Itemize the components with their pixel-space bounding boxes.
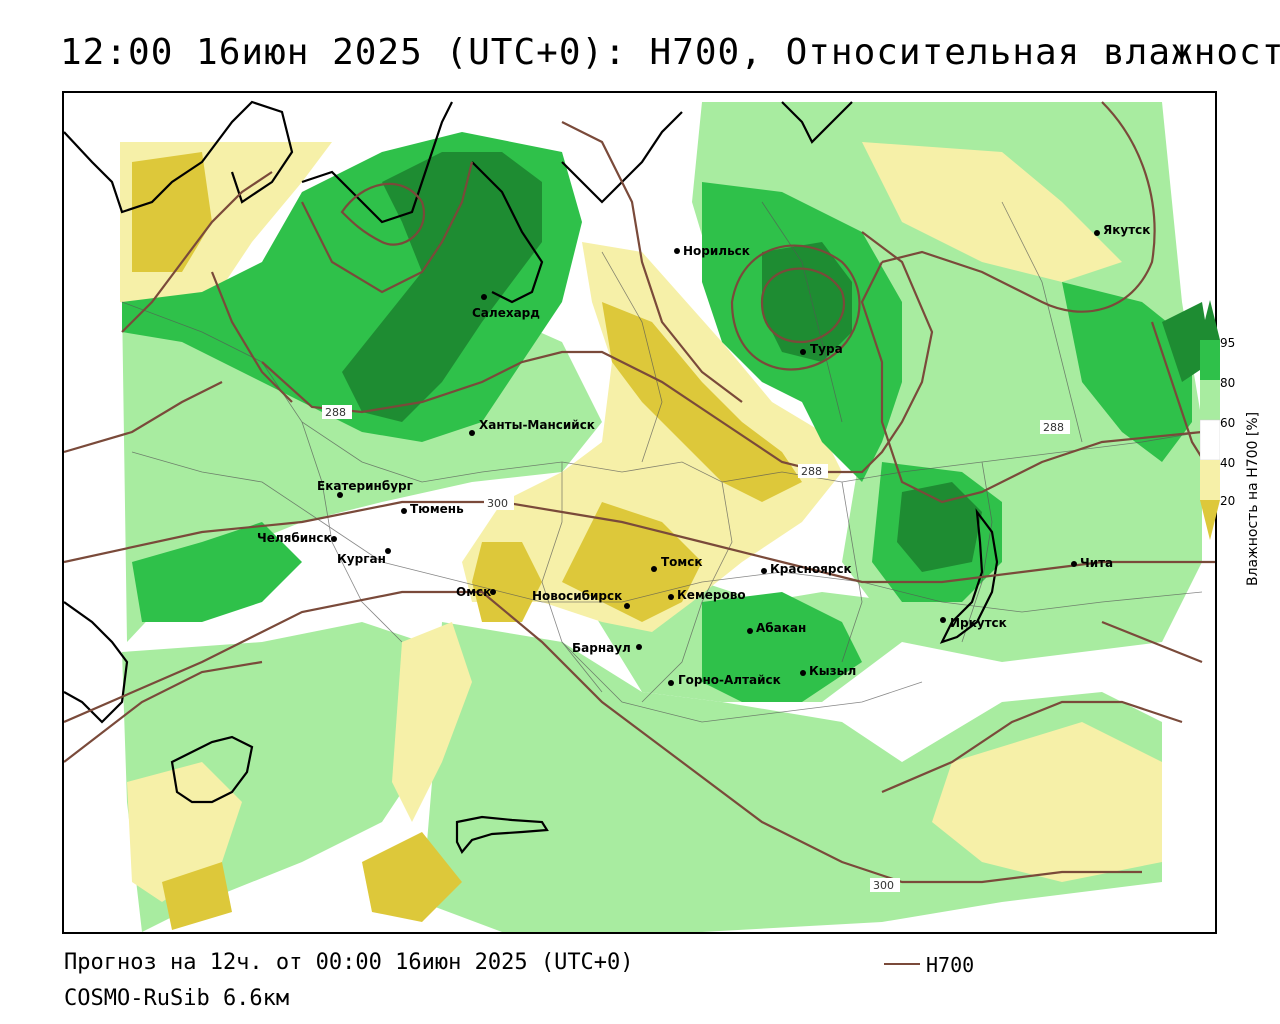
city-label-chita: Чита [1080, 556, 1113, 570]
contour-label: 300 [487, 497, 508, 510]
city-label-tura: Тура [810, 342, 843, 356]
h700-contours [64, 101, 1215, 884]
city-label-omsk: Омск [456, 585, 491, 599]
city-label-kyzyl: Кызыл [809, 664, 856, 678]
contour-legend-line [884, 963, 920, 965]
contour-label: 288 [325, 406, 346, 419]
region-boundaries [121, 201, 1203, 723]
city-label-barnaul: Барнаул [572, 641, 631, 655]
contour-legend-label: H700 [926, 953, 975, 977]
colorbar-tick: 95 [1220, 336, 1236, 350]
contour-label: 288 [1043, 421, 1064, 434]
forecast-info: Прогноз на 12ч. от 00:00 16июн 2025 (UTC… [64, 950, 634, 975]
city-label-tomsk: Томск [661, 555, 703, 569]
city-label-abakan: Абакан [756, 621, 806, 635]
city-labels: Якутск Норильск Салехард Тура Ханты-Манс… [257, 223, 1150, 687]
humidity-band-0-20 [132, 152, 802, 930]
city-markers [331, 230, 1100, 686]
city-label-salekhard: Салехард [472, 306, 540, 320]
colorbar [1199, 300, 1221, 540]
colorbar-tick: 80 [1220, 376, 1236, 390]
colorbar-tick: 20 [1220, 494, 1236, 508]
model-name: COSMO-RuSib 6.6км [64, 986, 290, 1011]
contour-label-group: 288 288 288 300 300 [322, 405, 1070, 892]
colorbar-title: Влажность на H700 [%] [1245, 411, 1261, 586]
city-label-kemerovo: Кемерово [677, 588, 746, 602]
contour-label: 300 [873, 879, 894, 892]
city-label-tyumen: Тюмень [410, 502, 464, 516]
city-label-gorno-altaysk: Горно-Алтайск [678, 673, 781, 687]
city-label-yekaterinburg: Екатеринбург [317, 479, 413, 493]
city-label-novosibirsk: Новосибирск [532, 589, 622, 603]
colorbar-tick: 40 [1220, 456, 1236, 470]
humidity-map: 288 288 288 300 300 Якутск Норильск [62, 91, 1217, 934]
city-label-kurgan: Курган [337, 552, 386, 566]
coastlines [64, 100, 999, 854]
city-label-yakutsk: Якутск [1103, 223, 1150, 237]
city-label-krasnoyarsk: Красноярск [770, 562, 852, 576]
contour-label: 288 [801, 465, 822, 478]
city-label-khanty-mansiysk: Ханты-Мансийск [479, 418, 595, 432]
city-label-chelyabinsk: Челябинск [257, 531, 332, 545]
colorbar-tick: 60 [1220, 416, 1236, 430]
map-title: 12:00 16июн 2025 (UTC+0): H700, Относите… [60, 32, 1280, 73]
city-label-irkutsk: Иркутск [950, 616, 1007, 630]
city-label-norilsk: Норильск [683, 244, 750, 258]
